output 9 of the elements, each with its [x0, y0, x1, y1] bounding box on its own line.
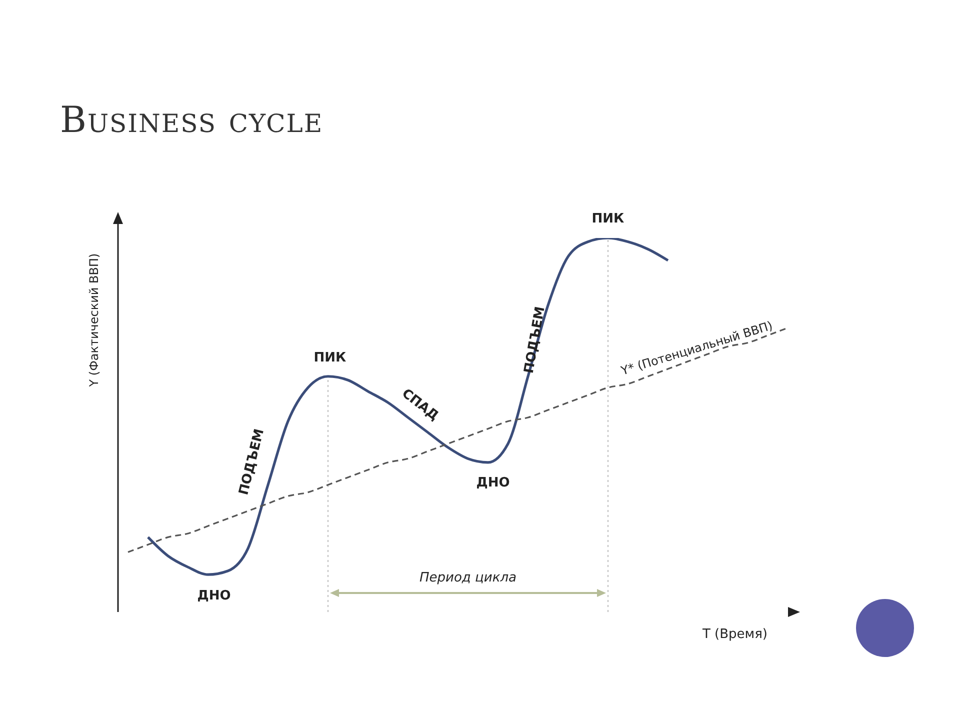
- annotation: ПИК: [314, 350, 347, 366]
- x-axis-title: T (Время): [701, 627, 768, 642]
- annotation: ПОДЪЕМ: [522, 305, 548, 375]
- y-axis-title: Y (Фактический ВВП): [87, 253, 101, 388]
- chart-title: Business cycle: [60, 100, 324, 141]
- annotation: Период цикла: [420, 570, 517, 586]
- annotation: ДНО: [197, 588, 231, 604]
- text: ПИК: [592, 212, 625, 227]
- annotation: ДНО: [476, 476, 510, 491]
